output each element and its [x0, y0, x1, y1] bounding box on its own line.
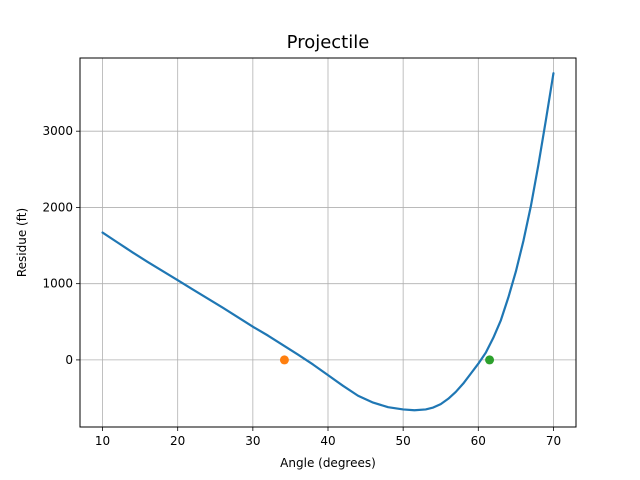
x-tick-label: 20: [170, 434, 185, 448]
plot-markers: [279, 355, 495, 365]
x-tick-label: 60: [471, 434, 486, 448]
y-tick-label: 0: [65, 353, 73, 367]
axis-ticks: 10 20 30 40 50 60 70 0 1000 2000 3000: [42, 124, 561, 448]
root-marker-1: [485, 355, 495, 365]
x-tick-label: 70: [546, 434, 561, 448]
y-tick-label: 1000: [42, 277, 73, 291]
grid-lines: [80, 58, 576, 427]
plot-lines: [101, 72, 555, 412]
x-tick-label: 50: [396, 434, 411, 448]
chart-title: Projectile: [287, 32, 370, 53]
x-axis-label: Angle (degrees): [280, 456, 376, 470]
x-tick-label: 10: [95, 434, 110, 448]
series-line-0: [101, 72, 555, 412]
x-tick-label: 30: [245, 434, 260, 448]
y-tick-label: 3000: [42, 124, 73, 138]
y-tick-label: 2000: [42, 200, 73, 214]
y-axis-label: Residue (ft): [15, 208, 29, 277]
x-tick-label: 40: [320, 434, 335, 448]
root-marker-0: [279, 355, 289, 365]
